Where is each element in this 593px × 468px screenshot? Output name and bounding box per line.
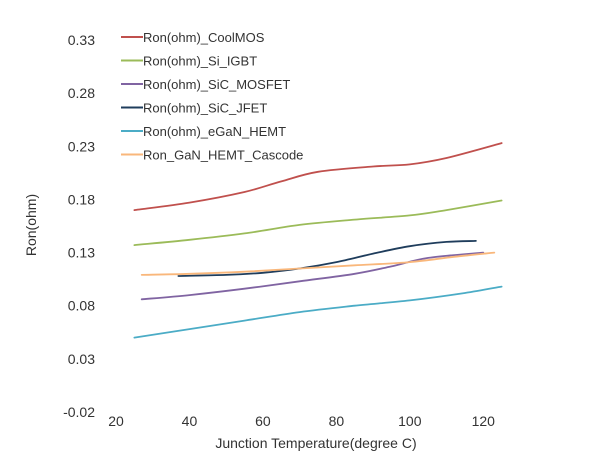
legend-label: Ron(ohm)_eGaN_HEMT <box>143 124 286 139</box>
x-tick-label: 80 <box>329 413 345 429</box>
legend-label: Ron(ohm)_SiC_MOSFET <box>143 77 290 92</box>
y-tick-label: 0.08 <box>68 298 95 314</box>
series-line-4 <box>177 240 477 277</box>
legend: Ron(ohm)_CoolMOS Ron(ohm)_Si_IGBT Ron(ohm)… <box>121 30 303 163</box>
series-line-6 <box>140 251 496 276</box>
x-tick-label: 20 <box>108 413 124 429</box>
x-tick-label: 100 <box>398 413 422 429</box>
legend-label: Ron(ohm)_Si_IGBT <box>143 54 257 69</box>
y-tick-label: 0.23 <box>68 138 95 154</box>
series-line-5 <box>133 285 503 339</box>
legend-label: Ron_GaN_HEMT_Cascode <box>143 148 303 163</box>
x-tick-label: 120 <box>472 413 496 429</box>
series-line-3 <box>140 251 485 301</box>
y-tick-label: 0.28 <box>68 85 95 101</box>
y-axis-title: Ron(ohm) <box>23 194 39 256</box>
series-line-2 <box>133 199 503 246</box>
series-line-1 <box>133 142 503 211</box>
legend-label: Ron(ohm)_CoolMOS <box>143 30 265 45</box>
legend-label: Ron(ohm)_SiC_JFET <box>143 101 267 116</box>
x-axis-title: Junction Temperature(degree C) <box>215 435 416 451</box>
x-axis-ticks: 20 40 60 80 100 120 <box>108 413 495 429</box>
x-tick-label: 60 <box>255 413 271 429</box>
y-tick-label: 0.13 <box>68 245 95 261</box>
series-lines <box>133 142 503 339</box>
y-tick-label: 0.18 <box>68 191 95 207</box>
y-tick-label: 0.03 <box>68 351 95 367</box>
x-tick-label: 40 <box>182 413 198 429</box>
y-axis-ticks: -0.02 0.03 0.08 0.13 0.18 0.23 0.28 0.33 <box>63 32 95 420</box>
y-tick-label: 0.33 <box>68 32 95 48</box>
y-tick-label: -0.02 <box>63 404 95 420</box>
